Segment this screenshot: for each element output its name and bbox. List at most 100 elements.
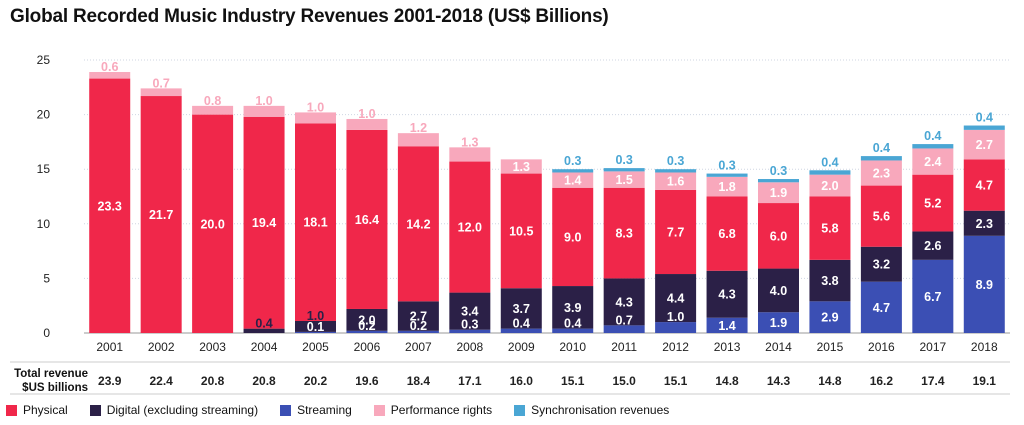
bar-segment	[552, 187, 594, 287]
bar-segment	[449, 292, 491, 330]
total-revenue-value: 17.1	[458, 374, 482, 388]
bar-segment	[963, 235, 1005, 333]
bar-segment	[397, 133, 439, 147]
total-revenue-value: 18.4	[407, 374, 431, 388]
bar-segment	[603, 187, 645, 279]
data-label: 1.3	[461, 135, 478, 149]
data-label: 2.7	[976, 138, 993, 152]
y-tick-label: 20	[37, 108, 51, 122]
total-revenue-value: 20.8	[201, 374, 225, 388]
bar-segment	[603, 171, 645, 188]
x-tick-label: 2013	[714, 340, 741, 354]
bar-segment	[192, 105, 234, 115]
legend-swatch-physical	[6, 404, 17, 416]
data-label: 0.3	[667, 154, 684, 168]
data-label: 0.1	[307, 320, 324, 334]
x-tick-label: 2018	[971, 340, 998, 354]
bar-segment	[655, 322, 697, 333]
data-label: 0.4	[976, 111, 993, 125]
bar-segment	[655, 189, 697, 275]
x-tick-label: 2004	[251, 340, 278, 354]
bar-segment	[89, 72, 131, 79]
data-label: 9.0	[564, 230, 581, 244]
bar-segment	[758, 268, 799, 313]
data-label: 5.2	[924, 197, 941, 211]
data-label: 0.4	[513, 317, 530, 331]
data-label: 18.1	[303, 216, 327, 230]
total-revenue-value: 14.8	[818, 374, 842, 388]
x-tick-label: 2003	[199, 340, 226, 354]
total-revenue-value: 20.8	[252, 374, 276, 388]
data-label: 4.7	[873, 301, 890, 315]
bar-segment	[295, 331, 336, 333]
legend-label-physical: Physical	[23, 403, 68, 417]
bar-segment	[706, 270, 748, 318]
bar-segment	[192, 114, 234, 333]
bar-segment	[346, 129, 388, 309]
data-label: 0.7	[152, 76, 169, 90]
data-label: 6.8	[718, 227, 735, 241]
bar-segment	[655, 274, 697, 323]
legend-label-synchronisation: Synchronisation revenues	[531, 403, 670, 417]
bar-segment	[346, 308, 388, 331]
total-revenue-label-line2: $US billions	[22, 382, 88, 394]
data-label: 3.9	[564, 301, 581, 315]
legend-swatch-synchronisation	[514, 404, 526, 416]
bar-segment	[860, 156, 902, 161]
data-label: 0.4	[924, 129, 941, 143]
data-label: 0.8	[204, 94, 221, 108]
bar-segment	[912, 144, 954, 149]
data-label: 16.4	[355, 213, 379, 227]
data-label: 1.0	[307, 309, 324, 323]
data-label: 8.3	[615, 227, 632, 241]
data-label: 2.0	[821, 179, 838, 193]
data-label: 4.3	[718, 288, 735, 302]
total-revenue-value: 19.1	[973, 374, 997, 388]
y-tick-label: 5	[43, 271, 50, 285]
bar-segment	[809, 301, 851, 333]
data-label: 1.3	[513, 160, 530, 174]
bar-segment	[706, 196, 748, 271]
x-tick-label: 2015	[817, 340, 844, 354]
bar-segment	[809, 196, 851, 260]
bar-segment	[963, 159, 1005, 211]
bar-segment	[89, 78, 131, 334]
x-tick-label: 2002	[148, 340, 175, 354]
x-tick-label: 2010	[559, 340, 586, 354]
data-label: 1.9	[770, 316, 787, 330]
legend-label-digital: Digital (excluding streaming)	[106, 403, 259, 417]
total-revenue-value: 15.0	[612, 374, 636, 388]
y-tick-label: 0	[43, 326, 50, 340]
legend: Physical Digital (excluding streaming) S…	[6, 403, 669, 417]
data-label: 14.2	[406, 217, 430, 231]
y-tick-label: 10	[37, 217, 51, 231]
data-label: 6.0	[770, 229, 787, 243]
bar-segment	[758, 312, 799, 333]
x-tick-label: 2006	[354, 340, 381, 354]
bar-segment	[706, 173, 748, 177]
bar-segment	[860, 185, 902, 247]
bar-segment	[449, 329, 491, 333]
bar-segment	[346, 330, 388, 333]
data-label: 0.2	[358, 319, 375, 333]
data-label: 1.0	[255, 94, 272, 108]
data-label: 0.4	[255, 317, 272, 331]
data-label: 19.4	[252, 216, 276, 230]
bar-segment	[500, 159, 542, 174]
bar-segment	[449, 161, 491, 293]
data-label: 0.2	[410, 319, 427, 333]
legend-swatch-streaming	[280, 404, 292, 416]
data-label: 1.6	[667, 175, 684, 189]
total-revenue-label-line1: Total revenue	[14, 368, 88, 380]
data-label: 1.8	[718, 180, 735, 194]
bar-segment	[449, 147, 491, 162]
total-revenue-value: 19.6	[355, 374, 379, 388]
data-label: 20.0	[200, 217, 224, 231]
total-revenue-value: 22.4	[149, 374, 173, 388]
bar-segment	[655, 172, 697, 190]
total-revenue-label: Total revenue $US billions	[8, 367, 88, 395]
bar-segment	[603, 325, 645, 333]
bar-segment	[809, 170, 851, 175]
legend-item-synchronisation: Synchronisation revenues	[514, 403, 669, 417]
data-label: 4.0	[770, 284, 787, 298]
